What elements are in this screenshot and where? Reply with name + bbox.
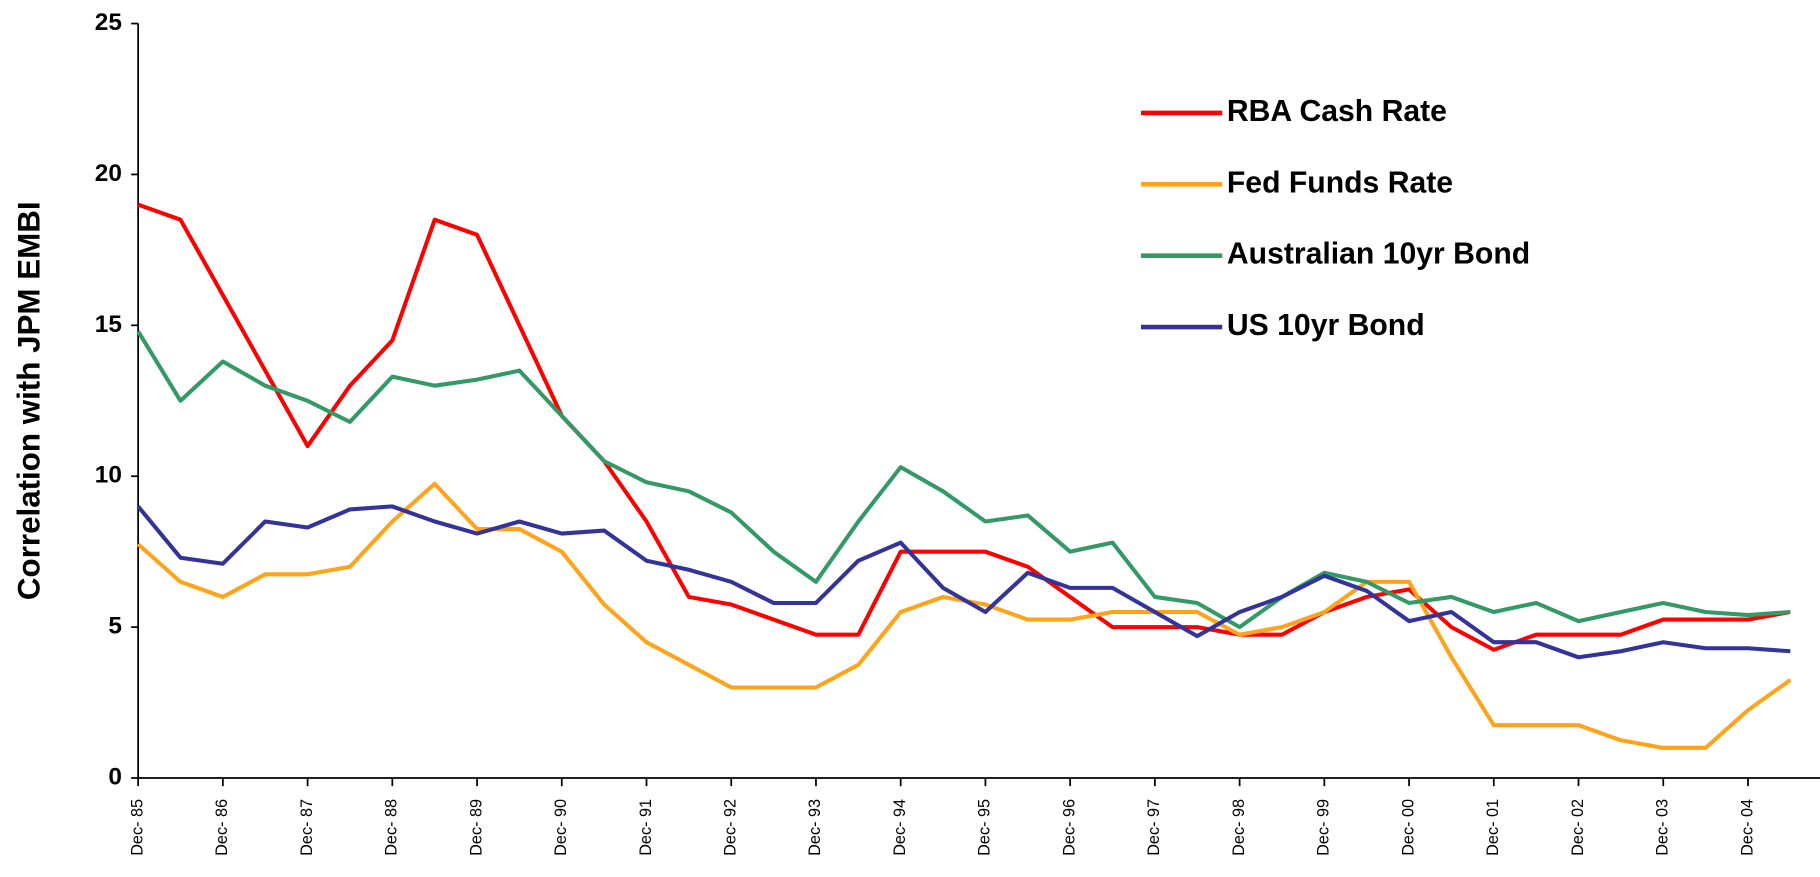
- y-tick-label: 20: [95, 160, 122, 187]
- x-tick-label: Dec- 99: [1315, 799, 1333, 856]
- x-tick-label: Dec- 03: [1654, 799, 1672, 856]
- y-tick-label: 5: [108, 613, 122, 640]
- x-tick-label: Dec- 94: [891, 799, 909, 856]
- legend-label: Australian 10yr Bond: [1227, 238, 1530, 271]
- x-tick-label: Dec- 97: [1145, 799, 1163, 856]
- x-tick-label: Dec- 85: [128, 799, 146, 856]
- x-tick-label: Dec- 04: [1738, 799, 1756, 856]
- legend-label: US 10yr Bond: [1227, 309, 1425, 342]
- y-tick-label: 25: [95, 9, 122, 36]
- x-tick-label: Dec- 90: [552, 799, 570, 856]
- x-tick-label: Dec- 01: [1484, 799, 1502, 856]
- x-tick-label: Dec- 92: [722, 799, 740, 856]
- x-tick-label: Dec- 95: [976, 799, 994, 856]
- x-tick-label: Dec- 86: [213, 799, 231, 856]
- x-tick-label: Dec- 02: [1569, 799, 1587, 856]
- series-line: [136, 504, 1791, 660]
- legend-label: Fed Funds Rate: [1227, 166, 1453, 199]
- y-tick-label: 10: [95, 462, 122, 489]
- x-tick-label: Dec- 93: [806, 799, 824, 856]
- series-line: [137, 202, 1791, 652]
- series-line: [136, 330, 1791, 630]
- x-tick-label: Dec- 87: [298, 799, 316, 856]
- x-tick-label: Dec- 96: [1060, 799, 1078, 856]
- x-tick-label: Dec- 00: [1399, 799, 1417, 856]
- series-line: [136, 481, 1792, 750]
- y-tick-label: 15: [95, 311, 122, 338]
- x-tick-label: Dec- 98: [1230, 799, 1248, 856]
- y-tick-label: 0: [108, 763, 122, 790]
- x-tick-label: Dec- 89: [467, 799, 485, 856]
- legend-label: RBA Cash Rate: [1227, 95, 1447, 128]
- y-axis-label: Correlation with JPM EMBI: [12, 201, 47, 600]
- x-tick-label: Dec- 91: [637, 799, 655, 856]
- x-tick-label: Dec- 88: [383, 799, 401, 856]
